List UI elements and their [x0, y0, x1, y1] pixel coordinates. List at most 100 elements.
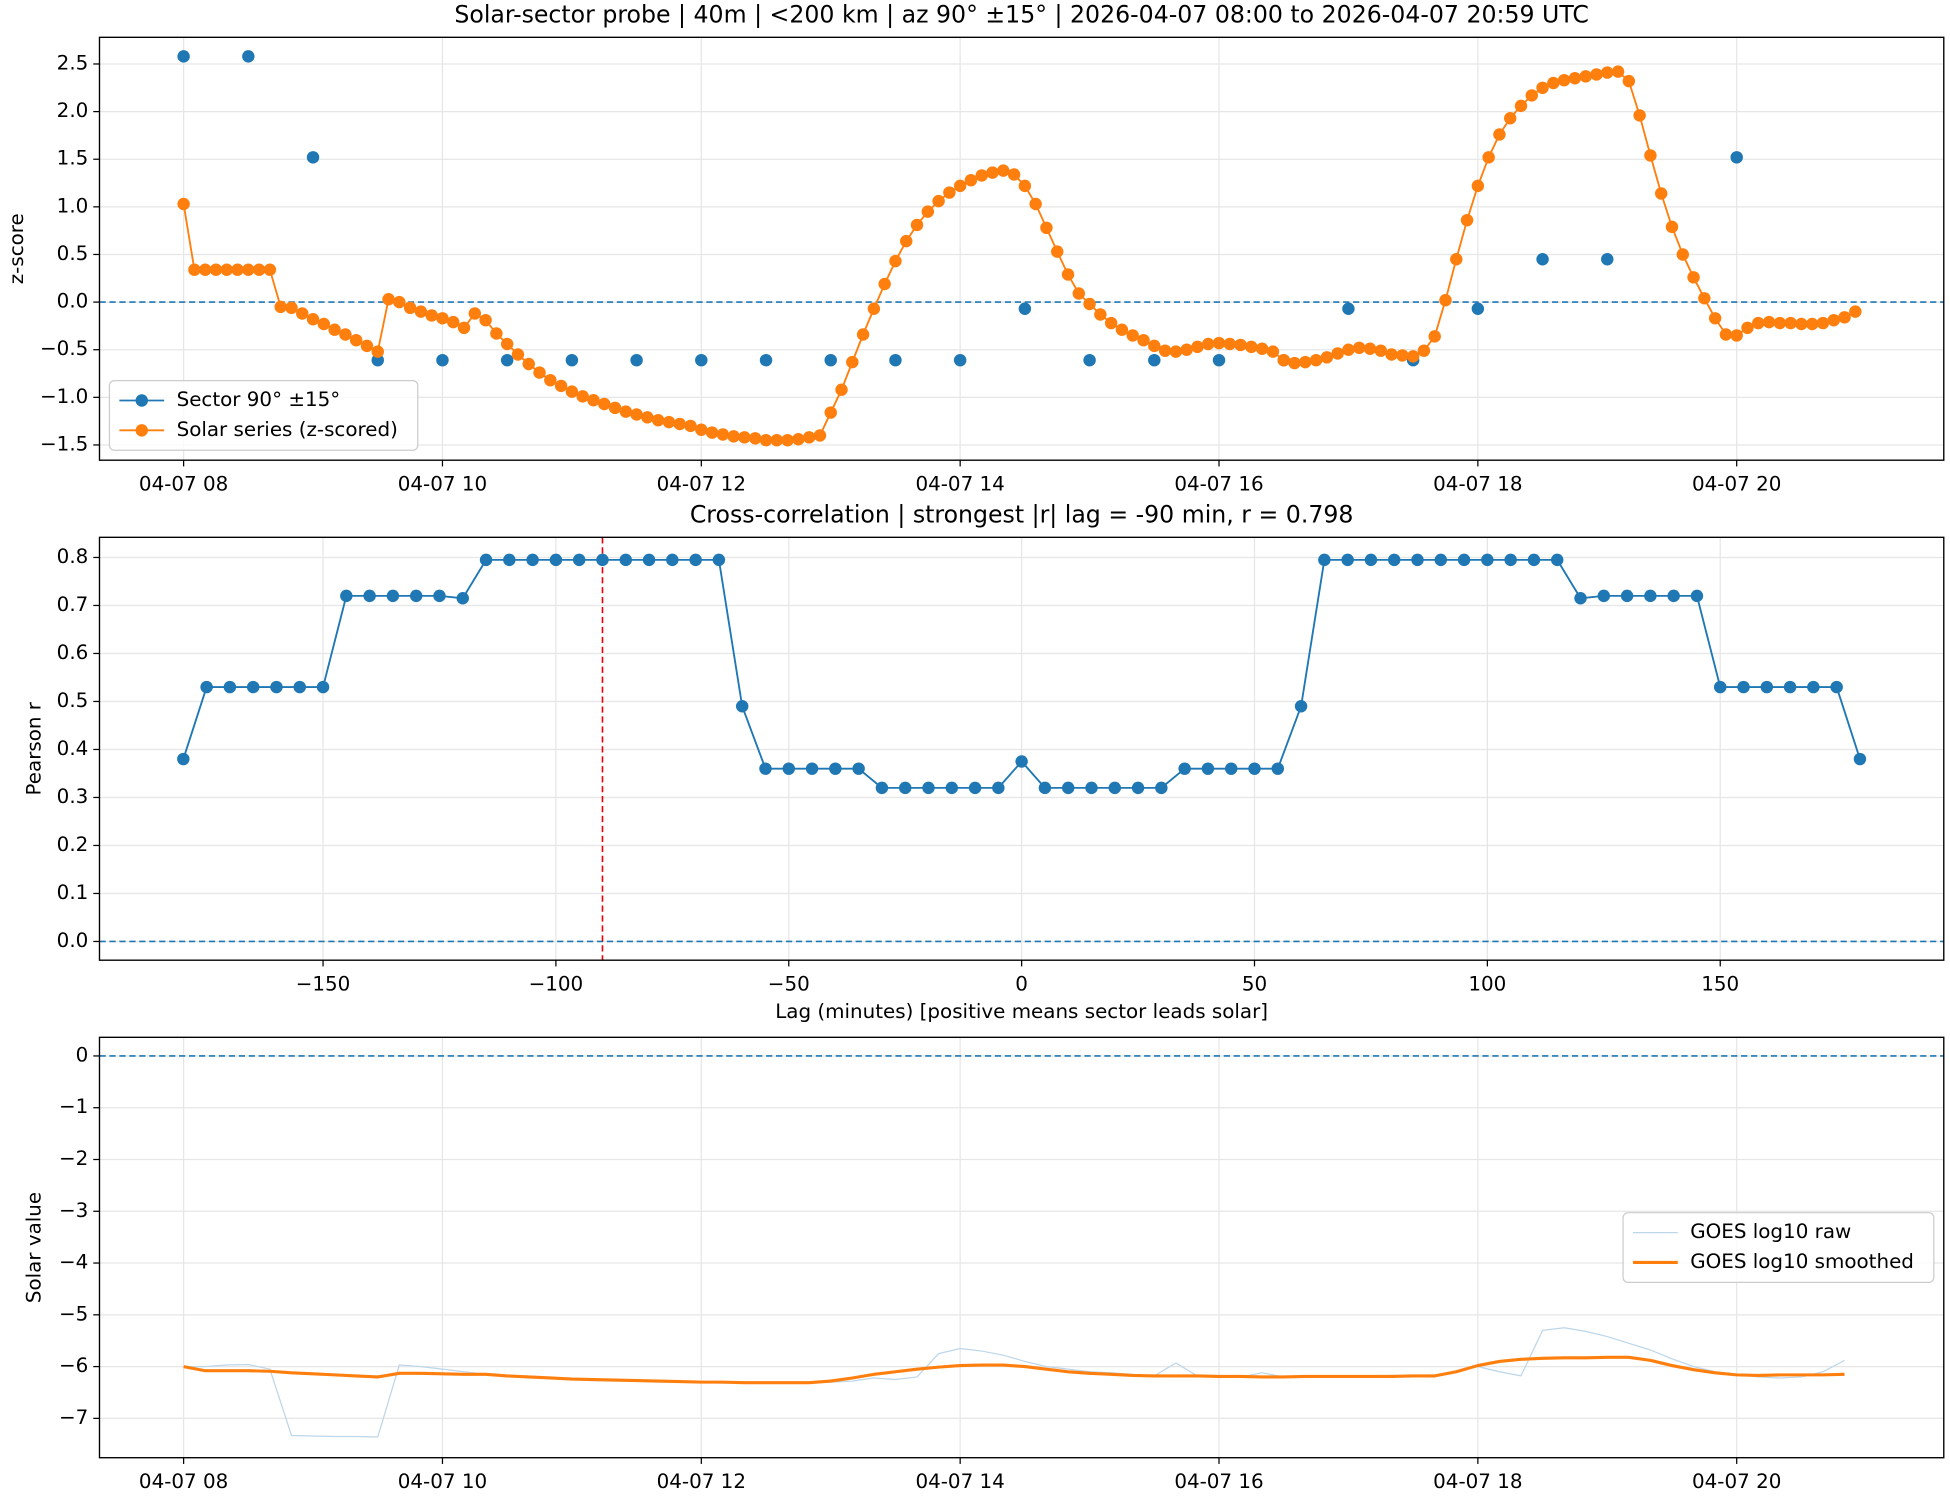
y-tick-label: 0.2 [57, 833, 89, 856]
data-point [802, 431, 816, 444]
data-point [716, 428, 730, 441]
y-tick-label: −2 [59, 1147, 88, 1170]
data-point [749, 432, 762, 445]
y-tick-label: 2.0 [57, 99, 89, 122]
data-point [932, 194, 945, 208]
data-point [1579, 70, 1592, 83]
data-point [1029, 197, 1042, 211]
data-point [1072, 287, 1086, 300]
data-point [824, 406, 837, 419]
data-point [1471, 179, 1485, 193]
data-point [1061, 268, 1075, 281]
data-point [263, 263, 277, 276]
data-point [360, 339, 374, 353]
x-tick-label: 04-07 12 [657, 473, 746, 496]
data-point [1007, 168, 1021, 181]
data-point [1417, 344, 1431, 357]
data-point [371, 345, 384, 358]
x-tick-label: 04-07 10 [398, 473, 487, 496]
data-point [500, 337, 514, 351]
data-point [1644, 589, 1657, 603]
y-tick-label: −1.5 [40, 432, 88, 455]
data-point [1320, 351, 1334, 364]
data-point [1460, 213, 1474, 227]
data-point [782, 762, 795, 775]
data-point [1277, 353, 1290, 367]
data-point [533, 366, 546, 379]
data-point [522, 357, 535, 371]
data-point [339, 328, 352, 341]
chart-title: Cross-correlation | strongest |r| lag = … [690, 501, 1354, 529]
y-axis-label: Pearson r [22, 701, 45, 795]
data-point [1434, 553, 1448, 567]
data-point [689, 553, 702, 567]
data-point [188, 263, 201, 276]
data-point [1148, 353, 1161, 367]
data-point [1687, 271, 1700, 284]
data-point [1784, 316, 1797, 330]
data-point [878, 277, 891, 291]
data-point [1690, 589, 1704, 603]
data-point [328, 323, 341, 336]
data-point [1597, 589, 1611, 603]
x-tick-label: 04-07 20 [1692, 1470, 1781, 1493]
data-point [705, 426, 719, 439]
x-tick-label: 150 [1701, 973, 1739, 996]
data-point [1527, 553, 1541, 567]
y-tick-label: −4 [59, 1251, 88, 1274]
data-point [1853, 752, 1867, 766]
data-point [1352, 341, 1366, 355]
data-point [1760, 680, 1774, 694]
data-point [856, 328, 870, 341]
data-point [1574, 592, 1587, 605]
data-point [565, 353, 579, 367]
data-point [200, 680, 213, 694]
data-point [824, 353, 837, 367]
data-point [479, 553, 493, 567]
data-point [1015, 755, 1028, 768]
data-point [316, 680, 330, 694]
data-point [900, 234, 913, 248]
data-point [382, 293, 395, 306]
data-point [242, 50, 255, 63]
y-tick-label: 0.1 [57, 881, 89, 904]
legend-marker [135, 424, 148, 437]
data-point [813, 429, 827, 442]
y-tick-label: −3 [59, 1199, 88, 1222]
data-point [1178, 762, 1191, 775]
y-tick-label: 0.0 [57, 290, 89, 313]
x-tick-label: 04-07 12 [657, 1470, 746, 1493]
data-point [246, 680, 260, 694]
data-point [223, 680, 237, 694]
data-point [781, 433, 794, 447]
data-point [340, 589, 353, 603]
legend-label: Sector 90° ±15° [177, 388, 341, 411]
x-tick-label: 04-07 18 [1433, 1470, 1522, 1493]
data-point [1698, 292, 1711, 305]
data-point [1396, 349, 1409, 362]
data-point [642, 553, 656, 567]
data-point [759, 433, 773, 447]
data-point [1126, 329, 1139, 342]
data-point [922, 781, 935, 795]
data-point [177, 752, 190, 766]
y-axis-label: z-score [5, 213, 28, 284]
data-point [1471, 302, 1485, 315]
data-point [177, 197, 190, 211]
data-point [231, 263, 244, 276]
data-point [889, 353, 902, 367]
data-point [209, 263, 223, 276]
y-tick-label: −5 [59, 1302, 88, 1325]
data-point [1018, 302, 1032, 315]
data-point [363, 589, 376, 603]
data-point [1830, 680, 1843, 694]
data-point [805, 762, 819, 775]
data-point [1083, 297, 1096, 311]
data-point [386, 589, 400, 603]
data-point [1620, 589, 1634, 603]
x-tick-label: −50 [768, 973, 810, 996]
data-point [198, 263, 212, 276]
data-point [964, 173, 978, 187]
data-point [867, 302, 881, 315]
data-point [1248, 762, 1261, 775]
